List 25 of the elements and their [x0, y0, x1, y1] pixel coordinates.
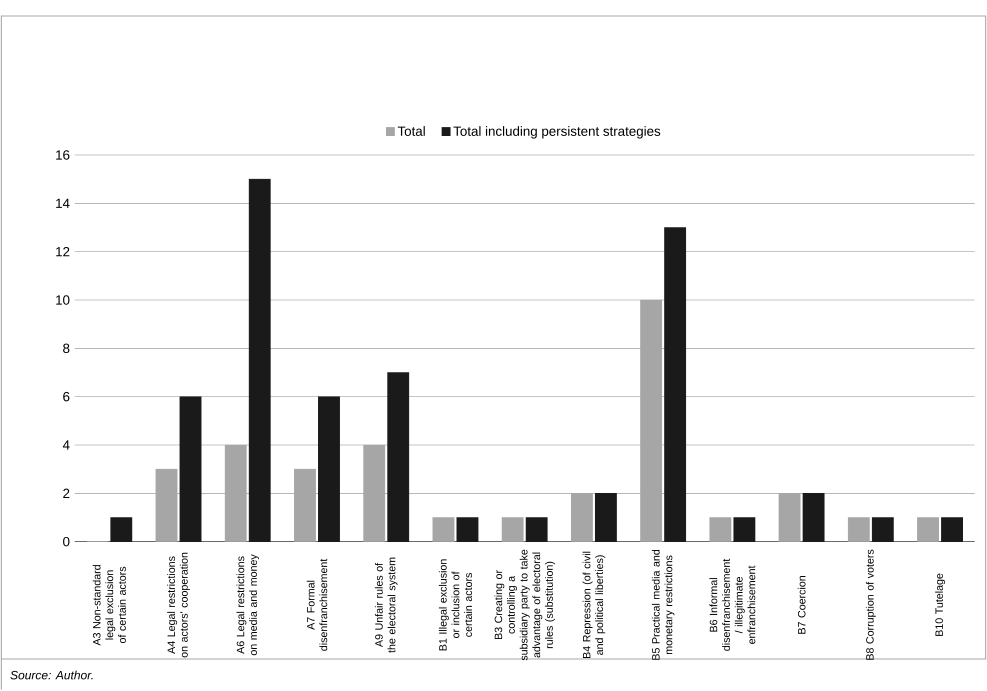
y-tick-label: 6	[63, 392, 70, 402]
x-tick-label: B8 Corruption of voters	[866, 550, 876, 660]
x-tick-label: B3 Creating or controlling a subsidiary party to take advantage of electoral rules (substitution)	[494, 550, 555, 660]
y-tick-label: 0	[63, 536, 70, 546]
x-tick-label: B5 Practical media and monetary restrictions	[652, 550, 674, 660]
y-tick-label: 10	[56, 295, 70, 305]
x-tick-label: B6 Informal disenfranchisement / illegitimate enfranchisement	[709, 558, 756, 651]
legend-label: Total including persistent strategies	[454, 126, 660, 139]
legend-label: Total	[398, 126, 425, 136]
x-tick-label: B10 Tutelage	[935, 574, 946, 636]
y-tick-label: 2	[63, 488, 70, 498]
x-tick-label: B1 Illegal exclusion or inclusion of certain actors	[438, 559, 472, 650]
y-tick-label: 8	[63, 344, 70, 354]
x-tick-label: B4 Repression (of civil and political liberties)	[582, 552, 606, 658]
x-tick-label: A6 Legal restrictions on media and money	[236, 554, 260, 656]
x-tick-label: B7 Coercion	[798, 576, 806, 634]
x-tick-label: A4 Legal restrictions on actors' cooperation	[167, 552, 190, 658]
x-tick-label: A3 Non-standard legal exclusion of certain actors	[92, 565, 126, 646]
y-tick-label: 16	[56, 150, 70, 160]
y-tick-label: 12	[56, 247, 70, 256]
x-tick-label: A9 Unfair rules of the electoral system	[374, 558, 398, 653]
text: Source: Author.	[10, 670, 93, 680]
y-tick-label: 4	[62, 440, 70, 450]
y-tick-label: 14	[56, 198, 70, 208]
x-tick-label: A7 Formal disenfranchisement	[306, 558, 328, 651]
